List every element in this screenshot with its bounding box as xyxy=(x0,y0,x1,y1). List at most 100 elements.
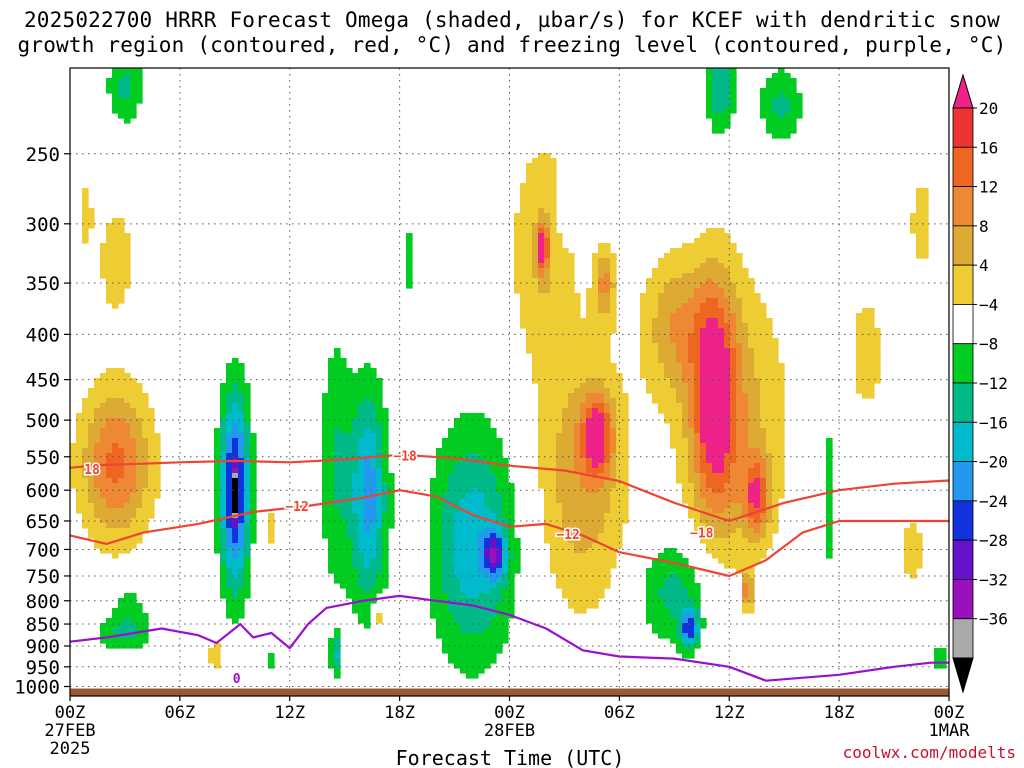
omega-cell xyxy=(544,473,551,479)
omega-cell xyxy=(112,478,119,484)
omega-cell xyxy=(430,568,437,574)
omega-cell xyxy=(70,458,77,464)
omega-cell xyxy=(604,283,611,289)
omega-cell xyxy=(724,378,731,384)
omega-cell xyxy=(580,423,587,429)
omega-cell xyxy=(142,403,149,409)
omega-cell xyxy=(220,428,227,434)
omega-cell xyxy=(490,653,497,659)
omega-cell xyxy=(652,583,659,589)
omega-cell xyxy=(226,568,233,574)
omega-cell xyxy=(568,603,575,609)
omega-cell xyxy=(622,463,629,469)
omega-cell xyxy=(94,393,101,399)
omega-cell xyxy=(142,438,149,444)
omega-cell xyxy=(922,218,929,224)
omega-cell xyxy=(328,398,335,404)
omega-cell xyxy=(592,488,599,494)
omega-cell xyxy=(592,428,599,434)
omega-cell xyxy=(148,483,155,489)
omega-cell xyxy=(364,523,371,529)
omega-cell xyxy=(328,643,335,649)
omega-cell xyxy=(736,293,743,299)
omega-cell xyxy=(460,643,467,649)
omega-cell xyxy=(622,493,629,499)
omega-cell xyxy=(664,288,671,294)
omega-cell xyxy=(652,363,659,369)
colorbar-tick-label: −36 xyxy=(979,610,1008,629)
omega-cell xyxy=(664,358,671,364)
omega-cell xyxy=(448,598,455,604)
omega-cell xyxy=(232,468,239,474)
omega-cell xyxy=(676,423,683,429)
omega-cell xyxy=(700,323,707,329)
omega-cell xyxy=(592,373,599,379)
omega-cell xyxy=(616,373,623,379)
omega-cell xyxy=(580,498,587,504)
omega-cell xyxy=(100,418,107,424)
omega-cell xyxy=(244,558,251,564)
omega-cell xyxy=(760,308,767,314)
omega-cell xyxy=(826,508,833,514)
omega-cell xyxy=(718,448,725,454)
omega-cell xyxy=(328,538,335,544)
omega-cell xyxy=(676,343,683,349)
omega-cell xyxy=(358,543,365,549)
omega-cell xyxy=(442,558,449,564)
omega-cell xyxy=(442,463,449,469)
omega-cell xyxy=(682,413,689,419)
omega-cell xyxy=(472,468,479,474)
omega-cell xyxy=(472,613,479,619)
omega-cell xyxy=(82,503,89,509)
omega-cell xyxy=(568,473,575,479)
omega-cell xyxy=(496,468,503,474)
omega-cell xyxy=(466,578,473,584)
omega-cell xyxy=(724,538,731,544)
omega-cell xyxy=(658,553,665,559)
omega-cell xyxy=(358,408,365,414)
omega-cell xyxy=(82,478,89,484)
omega-cell xyxy=(904,563,911,569)
omega-cell xyxy=(346,528,353,534)
omega-cell xyxy=(346,438,353,444)
omega-cell xyxy=(562,433,569,439)
omega-cell xyxy=(532,358,539,364)
omega-cell xyxy=(472,588,479,594)
omega-cell xyxy=(556,493,563,499)
omega-cell xyxy=(220,448,227,454)
omega-cell xyxy=(478,648,485,654)
omega-cell xyxy=(136,418,143,424)
omega-cell xyxy=(358,518,365,524)
omega-cell xyxy=(136,478,143,484)
omega-cell xyxy=(442,508,449,514)
omega-cell xyxy=(76,453,83,459)
omega-cell xyxy=(724,398,731,404)
omega-cell xyxy=(754,463,761,469)
omega-cell xyxy=(604,363,611,369)
omega-cell xyxy=(70,448,77,454)
omega-cell xyxy=(760,413,767,419)
omega-cell xyxy=(778,383,785,389)
colorbar-tick-label: −32 xyxy=(979,570,1008,589)
omega-cell xyxy=(724,563,731,569)
omega-cell xyxy=(562,548,569,554)
omega-cell xyxy=(592,388,599,394)
omega-cell xyxy=(550,233,557,239)
omega-cell xyxy=(484,433,491,439)
omega-cell xyxy=(76,483,83,489)
omega-cell xyxy=(748,603,755,609)
omega-cell xyxy=(730,368,737,374)
omega-cell xyxy=(694,363,701,369)
omega-cell xyxy=(652,318,659,324)
omega-cell xyxy=(496,568,503,574)
omega-cell xyxy=(616,388,623,394)
omega-cell xyxy=(538,373,545,379)
x-tick-label: 00Z xyxy=(934,703,965,723)
omega-cell xyxy=(670,573,677,579)
omega-cell xyxy=(502,583,509,589)
omega-cell xyxy=(502,623,509,629)
omega-cell xyxy=(700,433,707,439)
omega-cell xyxy=(556,333,563,339)
omega-cell xyxy=(538,178,545,184)
omega-cell xyxy=(706,398,713,404)
